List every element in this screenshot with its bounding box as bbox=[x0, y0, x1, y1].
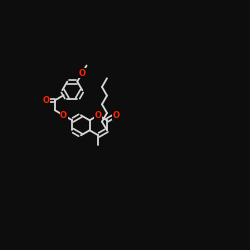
Text: O: O bbox=[78, 69, 86, 78]
Text: O: O bbox=[95, 111, 102, 120]
Text: O: O bbox=[43, 96, 50, 105]
Text: O: O bbox=[60, 111, 67, 120]
Text: O: O bbox=[112, 111, 119, 120]
